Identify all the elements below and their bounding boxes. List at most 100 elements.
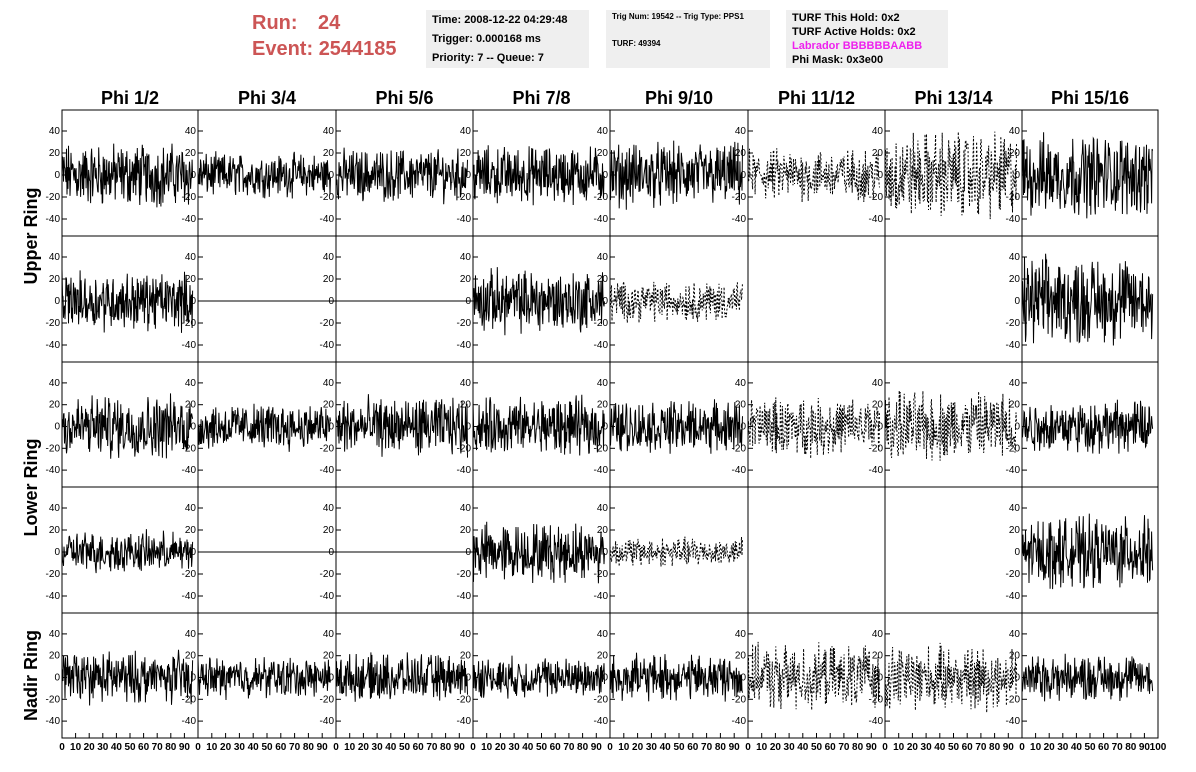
y-tick-label: -20 [320, 443, 335, 454]
y-tick-label: 0 [740, 673, 746, 684]
y-tick-label: 20 [1009, 274, 1021, 285]
y-tick-label: -20 [869, 192, 884, 203]
y-tick-label: -40 [457, 340, 472, 351]
y-tick-label: 20 [735, 148, 747, 159]
column-title: Phi 1/2 [101, 88, 159, 108]
x-tick-label: 80 [1125, 742, 1137, 753]
y-tick-label: 40 [185, 126, 197, 137]
y-tick-label: 0 [54, 296, 60, 307]
column-title: Phi 5/6 [375, 88, 433, 108]
y-tick-label: -40 [46, 591, 61, 602]
column-title: Phi 11/12 [778, 88, 855, 108]
waveform-trace [747, 148, 880, 203]
panel-frame [884, 235, 1023, 363]
y-tick-label: 40 [597, 378, 609, 389]
x-tick-label: 70 [152, 742, 164, 753]
y-tick-label: 0 [328, 170, 334, 181]
y-tick-label: 20 [49, 525, 61, 536]
panel-frame [335, 235, 474, 363]
x-tick-label: 60 [275, 742, 287, 753]
y-tick-label: 20 [460, 148, 472, 159]
panel-frame [747, 235, 886, 363]
y-tick-label: 40 [735, 378, 747, 389]
x-tick-label: 40 [522, 742, 534, 753]
panel-frame [335, 486, 474, 614]
y-tick-label: -20 [182, 694, 197, 705]
x-tick-label: 40 [248, 742, 260, 753]
ring-label: Lower Ring [21, 439, 41, 537]
waveform-trace [884, 642, 1017, 713]
x-tick-label: 90 [1139, 742, 1151, 753]
x-tick-label: 40 [934, 742, 946, 753]
y-tick-label: 20 [597, 148, 609, 159]
x-tick-label: 0 [195, 742, 201, 753]
y-tick-label: -20 [182, 569, 197, 580]
y-tick-label: 0 [328, 673, 334, 684]
y-tick-label: 0 [328, 547, 334, 558]
y-tick-label: -40 [1006, 591, 1021, 602]
y-tick-label: 40 [460, 378, 472, 389]
turf-active-text: TURF Active Holds: 0x2 [792, 26, 916, 38]
y-tick-label: -40 [46, 214, 61, 225]
y-tick-label: -20 [320, 569, 335, 580]
y-tick-label: 0 [1014, 296, 1020, 307]
x-tick-label: 50 [536, 742, 548, 753]
y-tick-label: -40 [320, 716, 335, 727]
waveform-trace [1021, 253, 1154, 346]
y-tick-label: -20 [594, 318, 609, 329]
y-tick-label: -20 [182, 318, 197, 329]
x-tick-label: 20 [907, 742, 919, 753]
y-tick-label: 20 [49, 274, 61, 285]
x-tick-label: 30 [234, 742, 246, 753]
y-tick-label: -20 [457, 569, 472, 580]
x-tick-label: 30 [646, 742, 658, 753]
y-tick-label: 40 [460, 126, 472, 137]
y-tick-label: 0 [190, 170, 196, 181]
x-tick-label: 50 [124, 742, 136, 753]
y-tick-label: 20 [735, 400, 747, 411]
y-tick-label: -40 [594, 340, 609, 351]
panel-frame [609, 235, 749, 363]
x-tick-label: 70 [563, 742, 575, 753]
y-tick-label: -20 [1006, 192, 1021, 203]
x-tick-label: 80 [165, 742, 177, 753]
y-tick-label: -20 [869, 443, 884, 454]
y-tick-label: 20 [460, 651, 472, 662]
x-tick-label: 0 [1019, 742, 1025, 753]
y-tick-label: 20 [185, 400, 197, 411]
y-tick-label: 40 [597, 629, 609, 640]
y-tick-label: -40 [594, 716, 609, 727]
y-tick-label: -40 [182, 214, 197, 225]
x-tick-label: 70 [426, 742, 438, 753]
y-tick-label: 0 [877, 422, 883, 433]
x-tick-label: 10 [70, 742, 82, 753]
turf-hold-text: TURF This Hold: 0x2 [792, 12, 900, 24]
y-tick-label: 0 [1014, 422, 1020, 433]
y-tick-label: 0 [602, 547, 608, 558]
y-tick-label: -40 [869, 716, 884, 727]
y-tick-label: 0 [877, 170, 883, 181]
y-tick-label: 40 [323, 126, 335, 137]
waveform-trace [61, 529, 194, 574]
y-tick-label: 0 [465, 673, 471, 684]
y-tick-label: -20 [594, 694, 609, 705]
column-title: Phi 15/16 [1051, 88, 1129, 108]
y-tick-label: 20 [323, 274, 335, 285]
y-tick-label: -40 [732, 716, 747, 727]
y-tick-label: 40 [1009, 503, 1021, 514]
y-tick-label: -40 [594, 465, 609, 476]
priority-text: Priority: 7 -- Queue: 7 [432, 52, 544, 64]
x-tick-label: 20 [632, 742, 644, 753]
y-tick-label: 40 [323, 378, 335, 389]
waveform-trace [335, 394, 468, 458]
y-tick-label: -40 [457, 716, 472, 727]
y-tick-label: -40 [320, 465, 335, 476]
y-tick-label: -20 [869, 694, 884, 705]
panel-frame [197, 235, 337, 363]
trigger-info-box: Trig Num: 19542 -- Trig Type: PPS1 TURF:… [606, 10, 770, 68]
panel-frame [747, 109, 886, 237]
waveform-trace [1021, 513, 1154, 590]
y-tick-label: 0 [877, 673, 883, 684]
waveform-trace [472, 267, 605, 336]
y-tick-label: -20 [46, 569, 61, 580]
